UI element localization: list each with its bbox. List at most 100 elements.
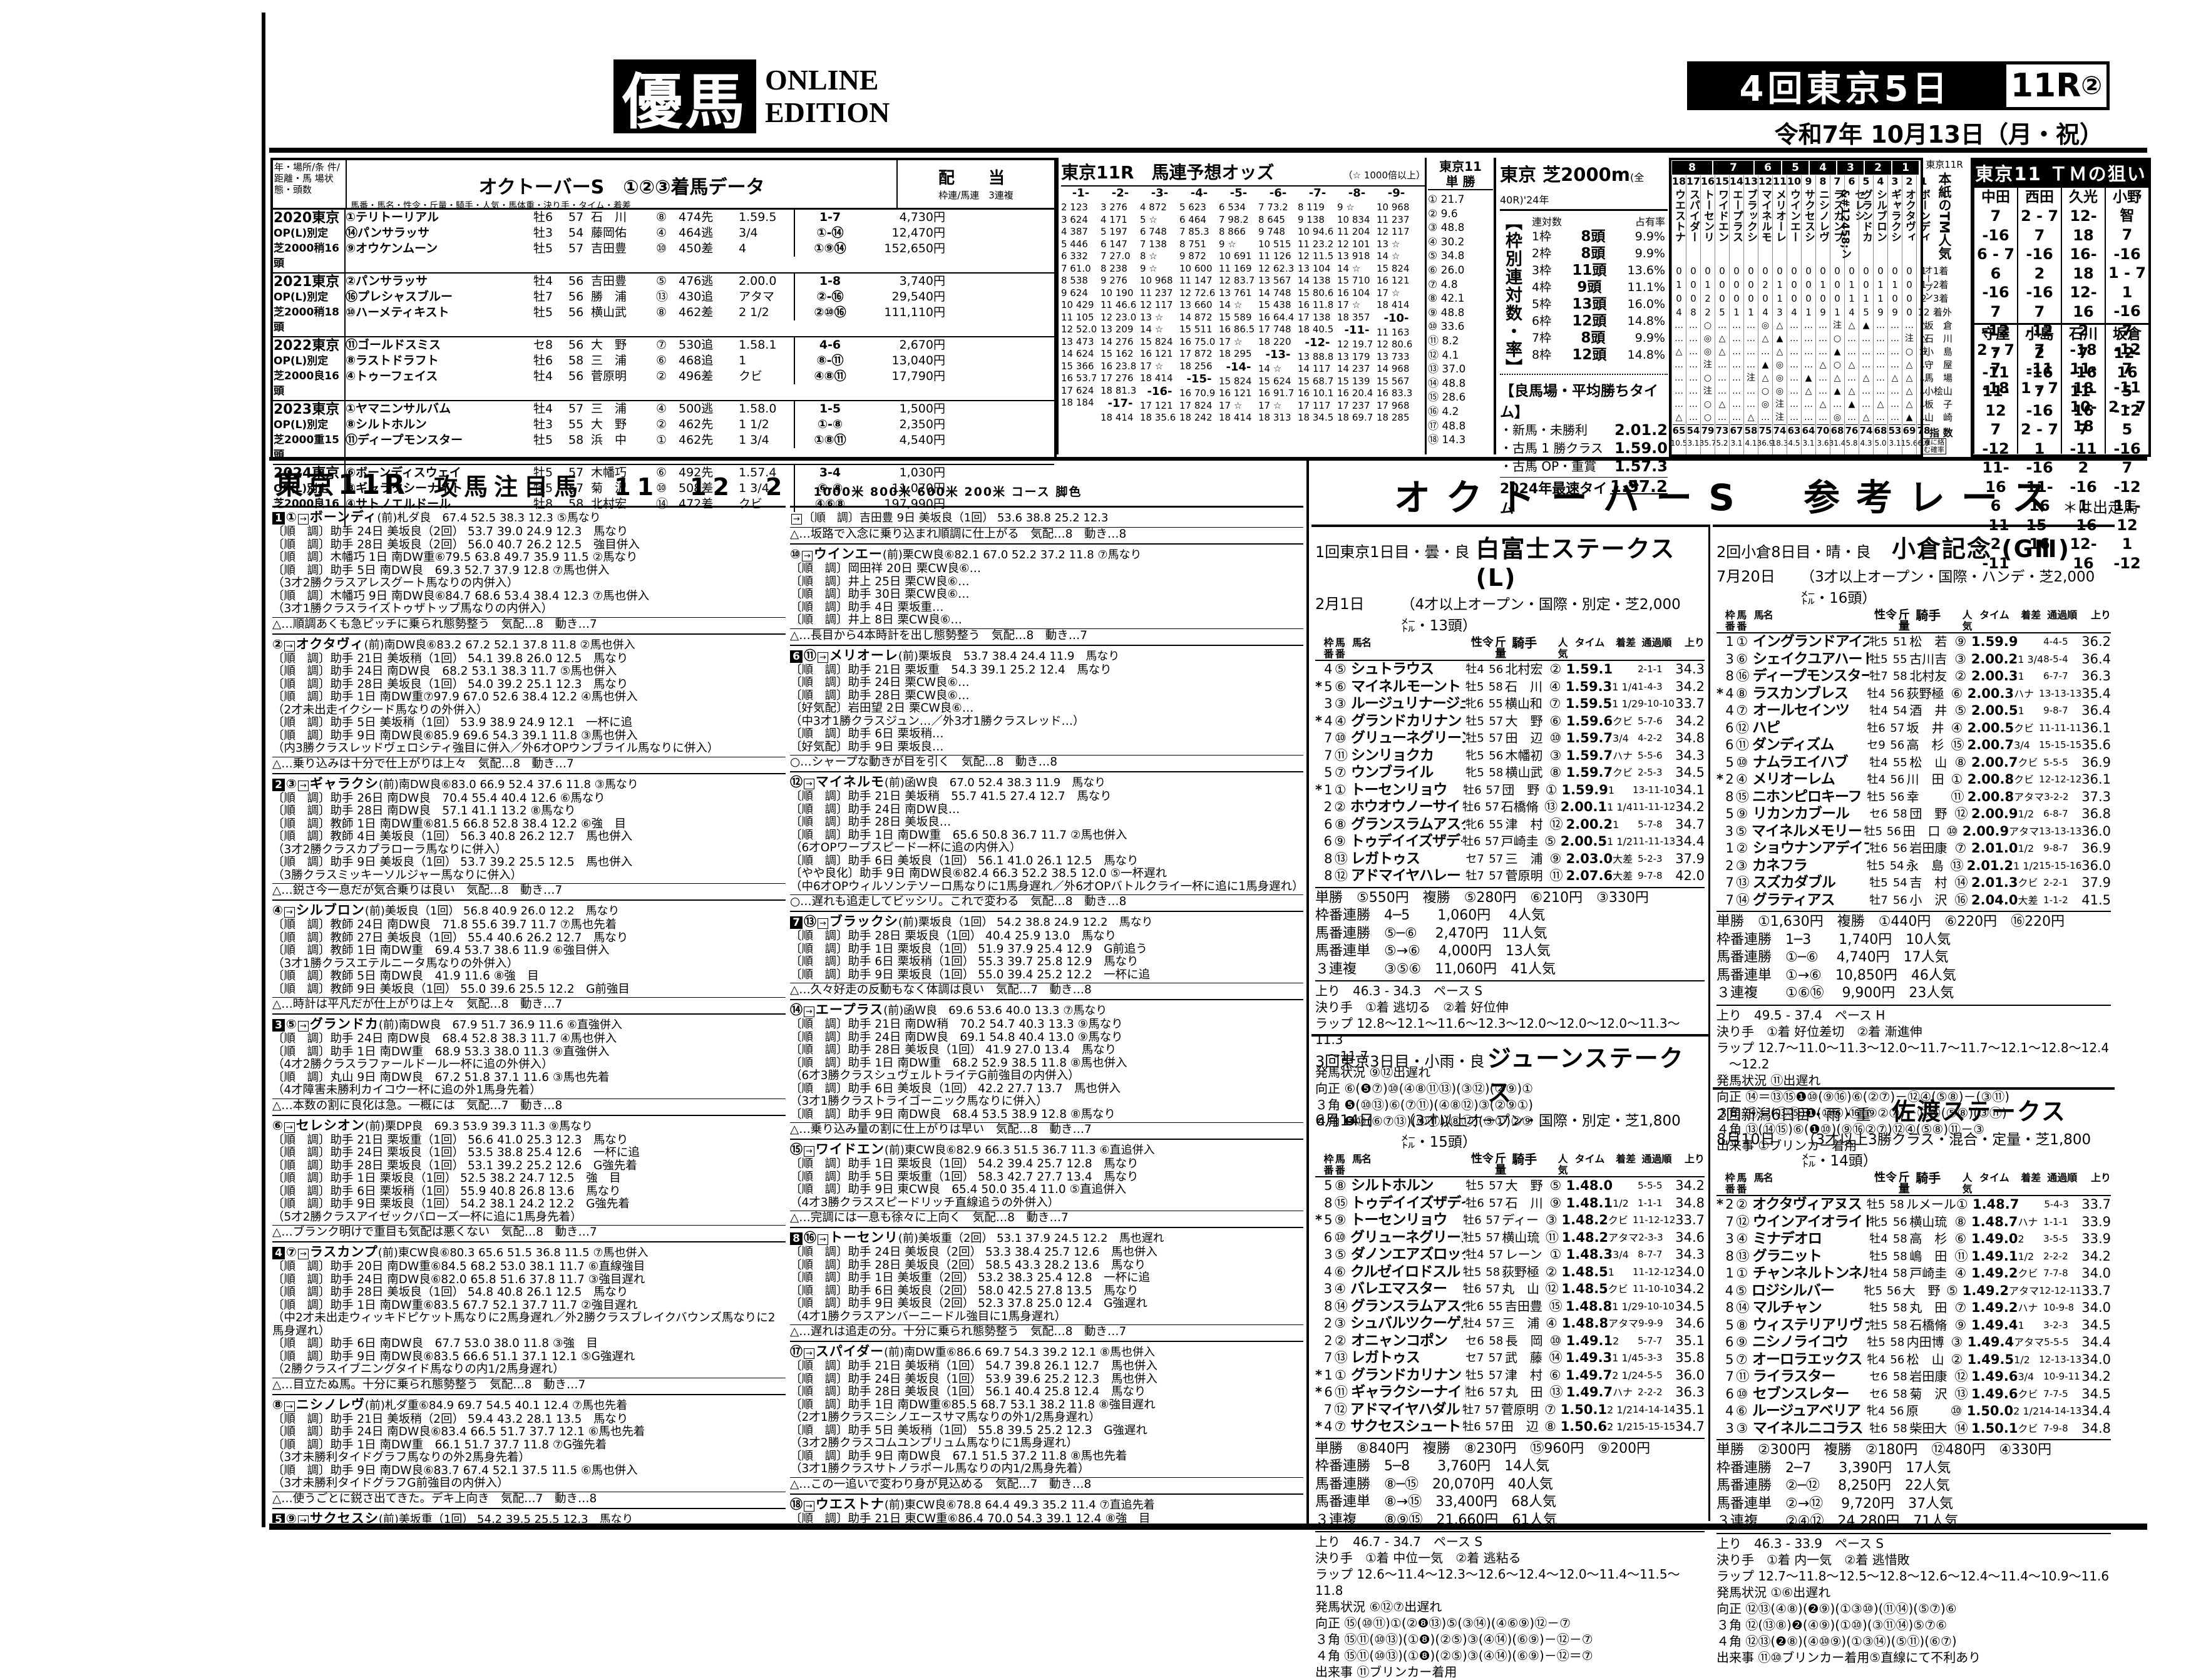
odds-columns: -1- 2 123 3 624 4 387 5 446 6 332 7 61.0 … [1061, 187, 1425, 424]
starter-column: 7 ラスカンプ 0 0 0 1 注 ○ ▲ ○ △ ▲ … ◎ 68 31.4 [1829, 175, 1845, 454]
frame-1: 1 [1892, 161, 1919, 175]
result-row: 6 ⑩ グリューネグリーン 牡5 57 横山琉 ⑪ 1.48.2 アタマ 2-3-3 34.6 [1323, 1229, 1705, 1246]
refrace-shirafuji: 1回東京1日目・曇・良 白富士ステークス (L) 2月1日 （4才以上オープン・国際… [1311, 525, 1708, 1129]
horse-number-circle: ⑪ [804, 647, 816, 663]
tipster-marks: … … … … … … … … [1732, 320, 1741, 423]
winners-group-2021: 2021東京 OP(L)別定 芝2000稍18頭 ②パンサラッサ 牡4 56 吉田豊 ⑤ 47… [273, 274, 1054, 337]
horse-probability: 10.5 [1670, 439, 1688, 448]
horse-number-circle: ⑨ [286, 1510, 297, 1524]
race-footnotes: 上り 46.7 - 34.7 ペース S 決り手 ①着 中位一気 ②着 逃粘る … [1315, 1531, 1705, 1680]
training-horse-name: ギャラクシ [309, 776, 379, 791]
result-row: 8 ⑬ グラニット 牡5 58 嶋 田 ⑪ 1.49.1 1/2 2-2-2 34.2 [1725, 1247, 2111, 1264]
result-row: 5 ⑦ ウンブライル 牝5 58 横山武 ⑧ 1.59.7 クビ 2-5-3 34.5 [1324, 764, 1705, 781]
horse-number: 11 [1772, 175, 1787, 187]
quinella-odds-matrix: 東京11R 馬連予想オッズ （☆ 1000倍以上） -1- 2 123 3 624… [1057, 158, 1428, 454]
tipster-marks: … … … … … … △ … [1876, 320, 1885, 423]
result-row: 3 ⑤ ダノンエアズロック 牡4 57 レーン ① 1.48.3 3/4 8-7-7 34.3 [1324, 1246, 1705, 1263]
horse-probability: 5.0 [1874, 439, 1887, 448]
tm-name: 石川 [2069, 326, 2098, 342]
training-head-line: (前)東CW良⑥80.3 65.6 51.5 36.8 11.5 ⑦馬也併入 [377, 1246, 649, 1259]
horse-name: オクタヴィ [1903, 189, 1916, 242]
training-entry: ⑫ → マイネルモ(前)函W良 67.0 52.4 38.3 11.9 馬なり 〔順… [790, 772, 1303, 912]
win-odds-list: ① 21.7 ② 9.6 ③ 48.8 ④ 30.2 ⑤ 34.8 ⑥ 26.0… [1428, 193, 1466, 447]
race-title: 小倉記念 (GⅢ) [1892, 535, 2071, 563]
refrace-kokura-kinen: 2回小倉8日目・晴・良 小倉記念 (GⅢ) 7月20日 （3才以上オープン・国際・ハ… [1713, 525, 2115, 1153]
result-row: 1 ① イングランドアイズ 牝5 51 松 若 ⑨ 1.59.9 4-4-5 36.2 [1725, 633, 2111, 650]
tipster-marks: 注 ○ ▲ ○ △ ▲ … ◎ [1833, 320, 1842, 423]
starter-column: 2 オクタヴィ 0 0 0 0 … 注 ○ △ △ △ △ ▲ 69 15.6 [1901, 175, 1917, 454]
record-row-labels: 1着 2着 3着 着外 [1933, 265, 1952, 318]
horse-record: 0 1 0 9 [1892, 265, 1898, 318]
horse-number-circle: ⑯ [804, 1230, 816, 1245]
training-head-line: (前)美坂重（2回） 53.1 37.9 24.5 12.2 馬也遅れ [898, 1232, 1164, 1245]
tm-column: 石川 7 -16 11-16 7 -11 2 -16 1 -16 12-16 [2061, 325, 2105, 572]
starter-column: 4 シルブロン 0 1 1 9 … … … … … … △ … 68 5.0 [1873, 175, 1887, 454]
result-row: * 4 ⑦ サクセスシュート 牡6 57 田 辺 ⑧ 1.50.6 2 1/2 15-15-15 34… [1315, 1418, 1705, 1435]
starter-column: 1 ボーンディ 1 1 2 12 △ △ 注 … … … … … 78 6.9 [1916, 175, 1931, 454]
training-head-line: (前)美坂良（1回） 56.8 40.9 26.0 12.2 馬なり [364, 904, 620, 918]
tipster-marks: … △ △ … … … △ … [1718, 320, 1727, 423]
horse-record: 0 0 0 1 [1805, 265, 1812, 318]
horse-name: シルブロン [1874, 189, 1887, 242]
training-entry: 1 ① → ボーンディ(前)札ダ良 67.4 52.5 38.3 12.3 ⑤馬なり … [272, 508, 786, 635]
horse-number: 1 [1920, 175, 1927, 187]
workout-lines: 〔順 調〕助手 21日 東CW重⑥86.4 70.0 54.3 39.1 12.… [790, 1512, 1151, 1523]
horse-name: ウエストナ [1673, 189, 1685, 242]
horse-index: 69 [1902, 424, 1916, 439]
lineup-side-labels: 東京11R 本紙のTM人気 オープン 1着 2着 3着 着外 坂 倉 石 川 小… [1921, 158, 1968, 454]
horse-number-circle: ⑤ [286, 1017, 297, 1032]
transfer-arrow-icon: → [284, 1401, 295, 1412]
race-title: ジューンステークス [1487, 1045, 1685, 1107]
training-horse-name: トーセンリ [829, 1230, 898, 1245]
result-row: * 1 ① トーセンリョウ 牡6 57 団 野 ① 1.59.9 1 13-11-10 34.1 [1315, 781, 1705, 798]
workout-lines: 〔順 調〕助手 21日 南DW稍 70.2 54.7 40.3 13.3 ⑨馬な… [790, 1018, 1127, 1121]
horse-name: マイネルモ [1759, 189, 1772, 242]
horse-index: 68 [1874, 424, 1887, 439]
odds-col-5: -5- 6 534 7 98.2 8 866 9 ☆ 10 691 11 169 … [1219, 187, 1255, 423]
frame-6: 6 [1755, 161, 1781, 175]
refrace-sado-stakes: 2回新潟6日目・雨・重 佐渡ステークス 8月10日 （3才以上3勝クラス・混合・定量… [1713, 1087, 2115, 1665]
training-race-label: 東京11R [275, 469, 409, 501]
transfer-arrow-icon: → [804, 779, 814, 789]
tm-column: 小島 2 -16 7 -16 2 - 7 1 -16 11-16 15-16 [2017, 325, 2061, 553]
workout-lines: 〔順 調〕助手 21日 美坂稍 55.7 41.5 27.4 12.7 馬なり … [790, 790, 1303, 893]
tipster-marks: … 注 ○ △ △ △ △ ▲ [1905, 320, 1914, 423]
workout-lines: 〔順 調〕助手 24日 美坂良（2回） 53.7 39.0 24.9 12.3 … [272, 525, 650, 615]
payouts: 単勝 ①1,630円 複勝 ①440円 ⑥220円 ⑯220円 枠番連勝 1─3… [1716, 911, 2111, 1003]
training-horse-name: ウエストナ [815, 1496, 885, 1512]
tm-name: 久光 [2069, 189, 2098, 205]
transfer-arrow-icon: → [818, 652, 828, 663]
tm-name: 西田 [2025, 189, 2054, 205]
horse-record: 0 0 0 1 [1748, 265, 1754, 318]
result-row: 8 ⑬ レガトゥス セ7 57 三 浦 ⑨ 2.03.0 大差 5-2-3 37.9 [1324, 850, 1705, 867]
horse-probability: 3.1 [1730, 439, 1743, 448]
result-row: 8 ⑫ アドマイヤハレー 牡7 57 菅原明 ⑪ 2.07.6 大差 9-7-8 42.0 [1324, 868, 1705, 884]
result-row: 4 ⑤ シュトラウス 牡4 56 北村宏 ② 1.59.1 2-1-1 34.3 [1324, 661, 1705, 677]
result-row: 6 ⑫ ハピ 牡6 57 坂 井 ④ 2.00.5 クビ 11-11-11 36.1 [1725, 719, 2111, 736]
horse-record: 0 0 0 5 [1719, 265, 1725, 318]
training-assessment: △…鋭さ今一息だが気合乗りは良い 気配…8 動き…7 [272, 883, 786, 898]
result-row: 8 ⑮ トゥデイイズザデイ 牡6 57 石 川 ⑨ 1.48.1 1/2 1-1-1 34.8 [1324, 1194, 1705, 1211]
training-col-labels: 1000米 800米 600米 200米 コース 脚色 [813, 485, 1082, 499]
workout-lines: 〔順 調〕助手 28日 栗坂良（1回） 40.4 25.9 13.0 馬なり 〔… [790, 930, 1151, 981]
horse-probability: 3.1 [1889, 439, 1901, 448]
transfer-arrow-icon: → [284, 1122, 295, 1133]
result-row: 2 ③ シュバルツクーゲル 牡4 57 三 浦 ④ 1.48.8 アタマ 9-9-9 34.6 [1323, 1315, 1705, 1331]
training-assessment: △…乗り込みは十分で仕上がりは上々 気配…8 動き…7 [272, 756, 786, 771]
transfer-arrow-icon: → [297, 1515, 309, 1523]
tm-column: 久光 12-18 16-18 12-16 2 -18 11-18 10-18 [2061, 188, 2105, 435]
horse-record: 1 1 2 12 [1917, 265, 1930, 318]
avg-time-row: ・新馬・未勝利 2.01.2 [1500, 421, 1668, 439]
horse-number: 13 [1743, 175, 1758, 187]
training-entry: 3 ⑤ → グランドカ(前)南DW良 67.9 51.7 36.9 11.6 ⑥直強併… [272, 1015, 786, 1116]
result-row: 8 ⑭ マルチャン 牡5 58 丸 田 ⑦ 1.49.2 ハナ 10-9-8 34.0 [1725, 1299, 2111, 1316]
horse-probability: 5.8 [1845, 439, 1858, 448]
training-assessment: △…時計は平凡だが仕上がりは上々 気配…8 動き…7 [272, 997, 786, 1012]
frame-7: 7 [1713, 161, 1753, 175]
workout-lines: 〔順 調〕助手 1日 栗坂良（1回） 54.2 39.4 25.7 12.8 馬… [790, 1157, 1139, 1209]
horse-record: 0 1 1 9 [1877, 265, 1884, 318]
horse-name: グランドカ [1860, 189, 1872, 242]
horse-probability: 4.5 [1788, 439, 1800, 448]
result-row: 3 ③ マイネルニコラス 牡6 58 柴田大 ⑭ 1.50.1 クビ 7-9-8 34.8 [1725, 1420, 2111, 1437]
